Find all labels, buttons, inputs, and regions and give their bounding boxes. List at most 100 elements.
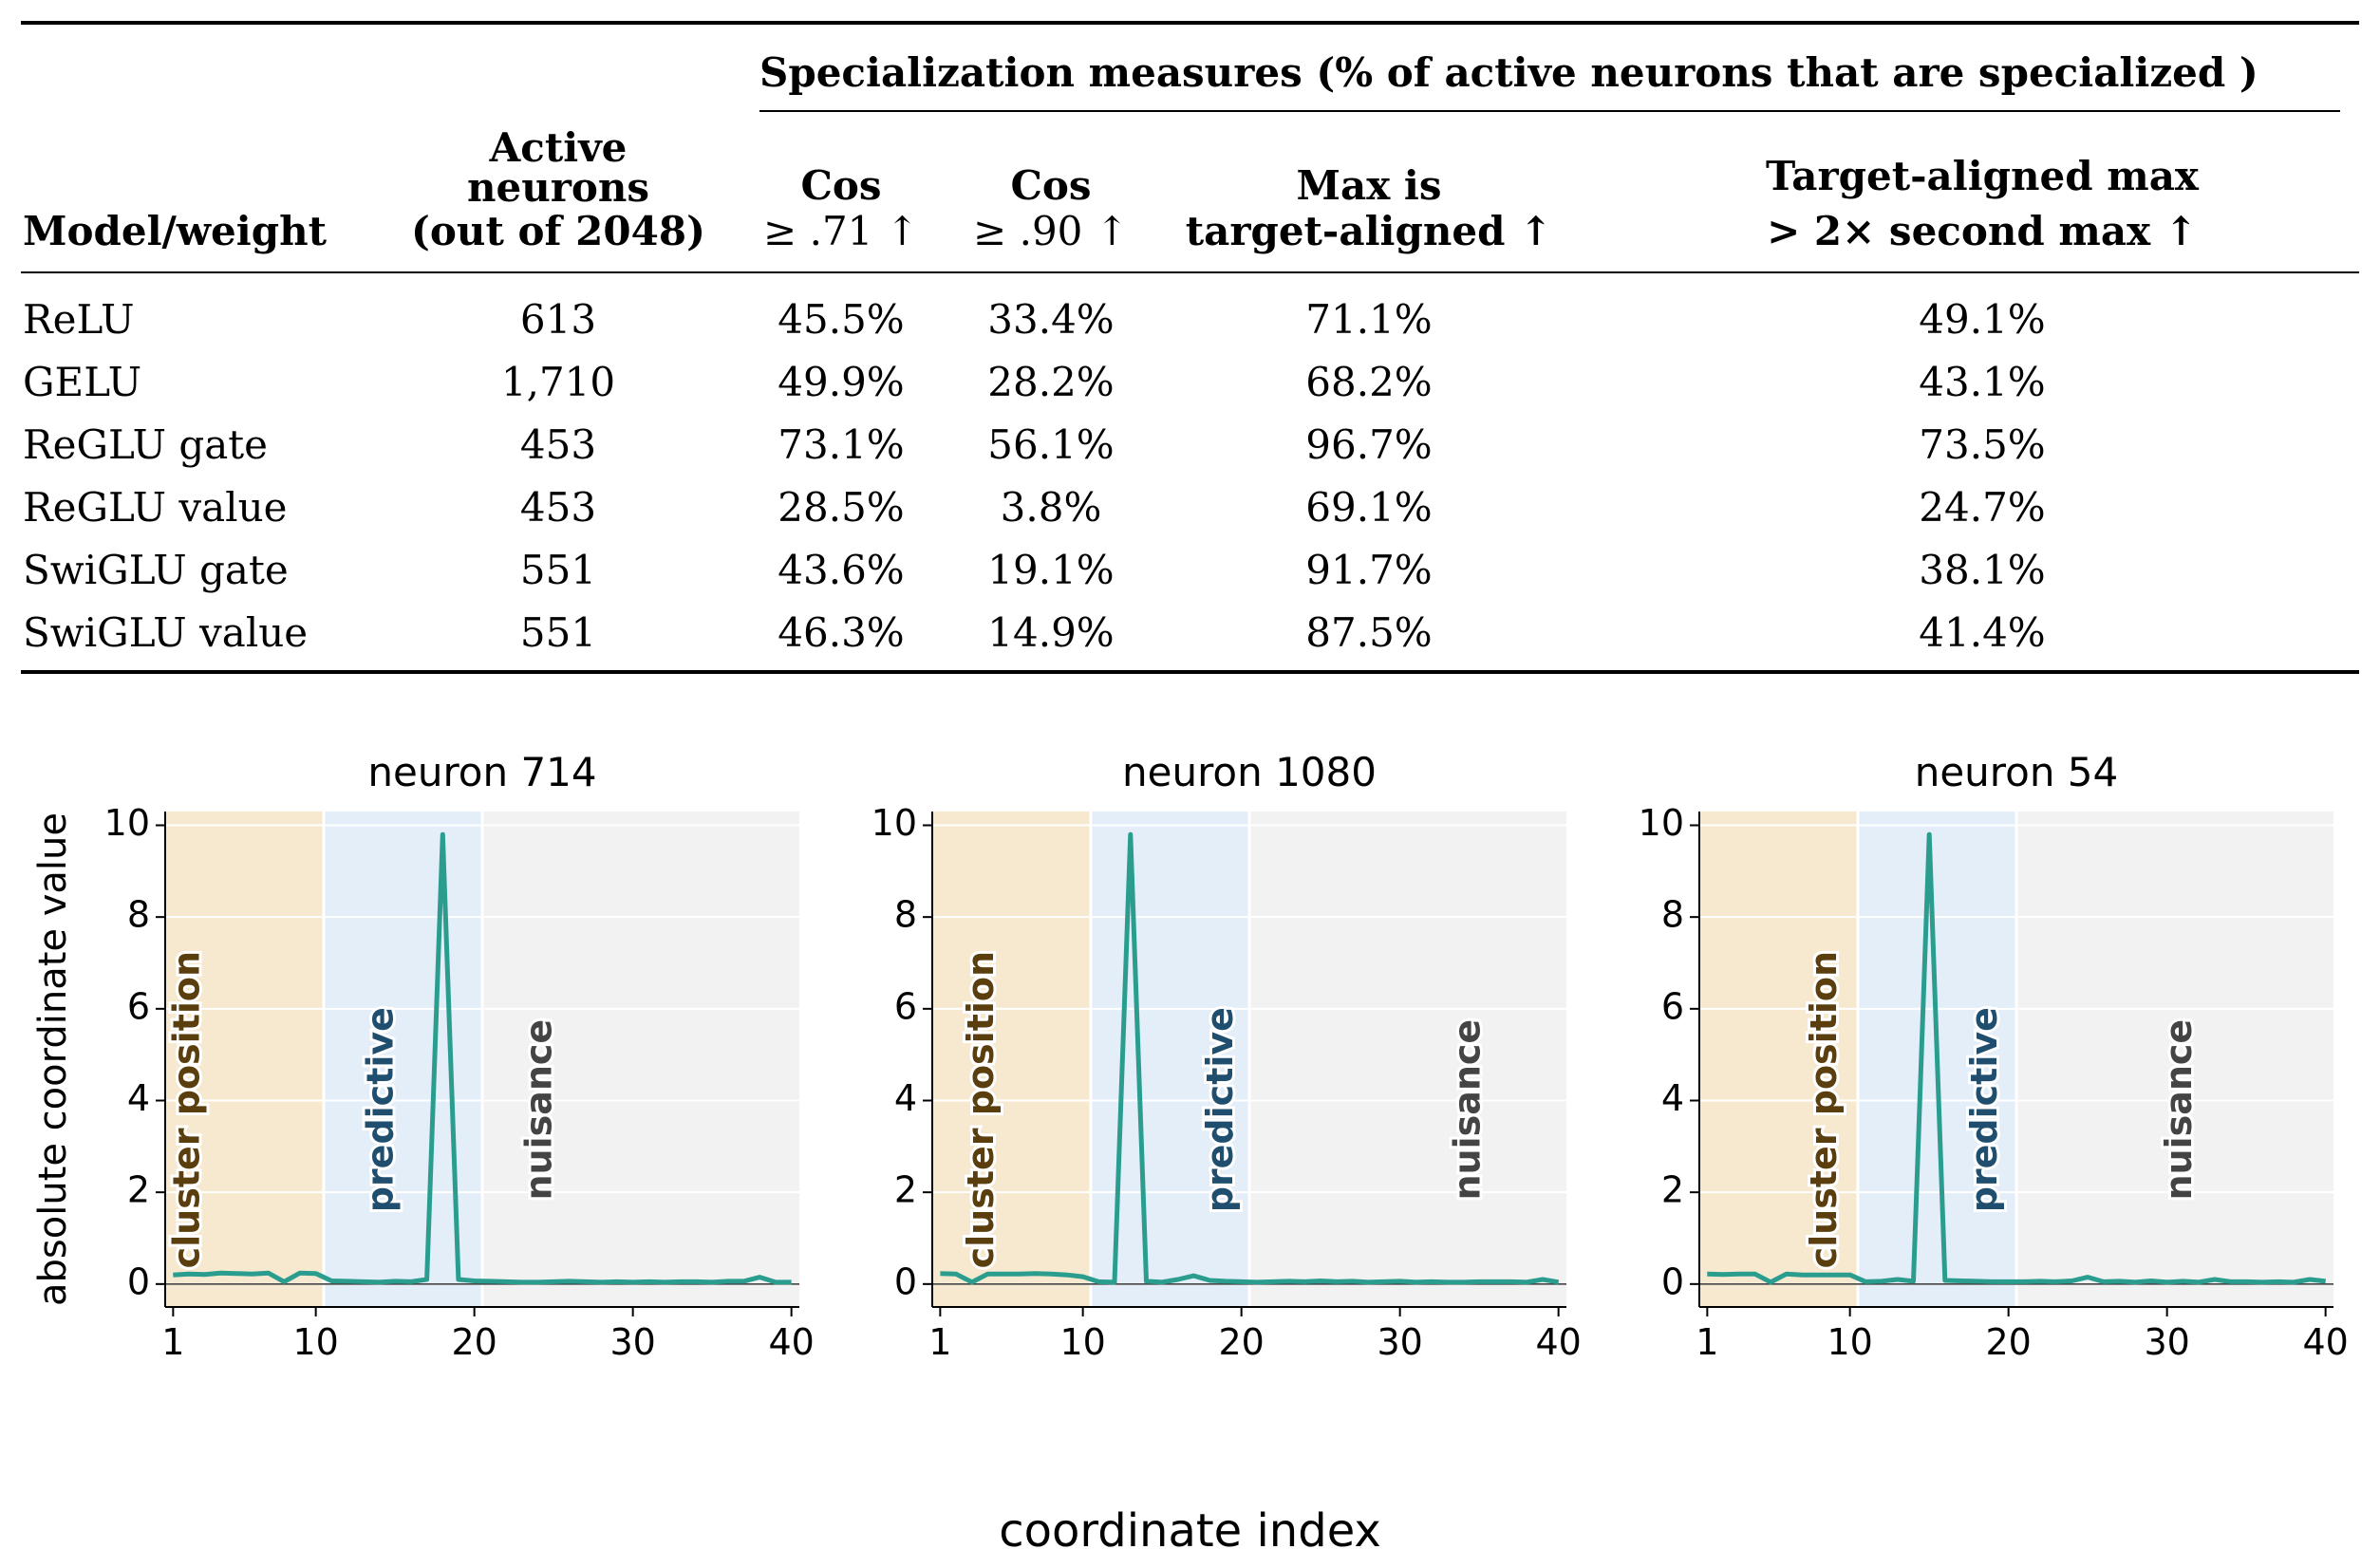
y-tick-label: 10 xyxy=(871,802,917,844)
region-label: predictive xyxy=(359,1007,401,1212)
col-header-cos90-line2: ≥ .90 ↑ xyxy=(973,208,1129,254)
table-cell: 14.9% xyxy=(987,609,1115,656)
x-tick-label: 1 xyxy=(928,1321,951,1363)
table-cell: 56.1% xyxy=(987,421,1115,468)
x-tick-label: 1 xyxy=(161,1321,184,1363)
y-tick-label: 8 xyxy=(127,894,150,936)
y-tick-label: 2 xyxy=(127,1169,150,1211)
row-label: GELU xyxy=(23,359,142,405)
row-label: ReGLU value xyxy=(23,484,288,531)
series-line xyxy=(1707,831,2326,1285)
region-band xyxy=(1249,812,1566,1307)
y-tick-label: 0 xyxy=(894,1260,917,1302)
x-tick-label: 10 xyxy=(1827,1321,1872,1363)
table-cell: 45.5% xyxy=(778,296,905,343)
col-header-max-line1: Max is xyxy=(1296,162,1442,209)
col-header-target-line1: Target-aligned max xyxy=(1766,153,2199,199)
x-tick-label: 40 xyxy=(1535,1321,1581,1363)
region-label: cluster position xyxy=(1803,951,1845,1268)
y-tick-label: 8 xyxy=(1661,894,1684,936)
x-tick-label: 1 xyxy=(1696,1321,1718,1363)
row-label: SwiGLU value xyxy=(23,609,309,656)
region-label: predictive xyxy=(1963,1007,2005,1212)
chart-panel-3: cluster position predictive nuisance 0 2 4 6 8 1… xyxy=(1639,749,2349,1363)
x-tick-label: 20 xyxy=(451,1321,497,1363)
table-cell: 38.1% xyxy=(1919,547,2046,593)
series-line xyxy=(173,831,792,1285)
x-tick-label: 30 xyxy=(1377,1321,1422,1363)
table-cell: 453 xyxy=(519,421,597,468)
y-axis-label: absolute coordinate value xyxy=(31,812,75,1306)
x-tick-label: 10 xyxy=(292,1321,338,1363)
table-cell: 3.8% xyxy=(1000,484,1102,531)
col-header-active-line2: neurons xyxy=(466,164,650,211)
col-header-target-line2: > 2× second max ↑ xyxy=(1767,208,2198,254)
table-cell: 69.1% xyxy=(1305,484,1433,531)
table-cell: 43.6% xyxy=(778,547,905,593)
x-tick-label: 30 xyxy=(2144,1321,2189,1363)
table-cell: 68.2% xyxy=(1305,359,1433,405)
region-label: cluster position xyxy=(960,951,1002,1268)
y-tick-label: 6 xyxy=(127,985,150,1027)
region-band xyxy=(2016,812,2333,1307)
table-cell: 28.2% xyxy=(987,359,1115,405)
y-tick-label: 6 xyxy=(894,985,917,1027)
col-header-active-line3: (out of 2048) xyxy=(411,208,705,254)
table-cell: 73.1% xyxy=(778,421,905,468)
table-group-header: Specialization measures (% of active neu… xyxy=(759,49,2258,96)
region-band xyxy=(1699,812,1858,1307)
chart-title: neuron 1080 xyxy=(1122,749,1377,795)
chart-panel-2: cluster position predictive nuisance 0 2 4 6 8 1… xyxy=(871,749,1582,1363)
chart-title: neuron 714 xyxy=(367,749,596,795)
col-header-model: Model/weight xyxy=(23,208,328,254)
table-cell: 24.7% xyxy=(1919,484,2046,531)
x-tick-label: 20 xyxy=(1218,1321,1264,1363)
region-label: predictive xyxy=(1199,1007,1241,1212)
y-tick-label: 4 xyxy=(1661,1077,1684,1119)
table-cell: 96.7% xyxy=(1305,421,1433,468)
table-cell: 453 xyxy=(519,484,597,531)
region-band xyxy=(932,812,1091,1307)
col-header-active-line1: Active xyxy=(489,124,628,171)
region-band xyxy=(482,812,799,1307)
x-tick-label: 30 xyxy=(609,1321,655,1363)
region-label: cluster position xyxy=(166,951,208,1268)
table-cell: 46.3% xyxy=(778,609,905,656)
y-tick-label: 10 xyxy=(1639,802,1684,844)
x-tick-label: 40 xyxy=(768,1321,814,1363)
y-tick-label: 0 xyxy=(127,1260,150,1302)
table-cell: 43.1% xyxy=(1919,359,2046,405)
shared-x-axis-label: coordinate index xyxy=(999,1504,1381,1558)
row-label: SwiGLU gate xyxy=(23,547,289,593)
table-cell: 1,710 xyxy=(500,359,616,405)
chart-panel-1: cluster position predictive nuisance 0 2 4 6 8 1… xyxy=(31,749,815,1363)
y-tick-label: 4 xyxy=(127,1077,150,1119)
y-tick-label: 2 xyxy=(1661,1169,1684,1211)
x-tick-label: 40 xyxy=(2302,1321,2348,1363)
col-header-cos71-line1: Cos xyxy=(800,162,882,209)
y-tick-label: 8 xyxy=(894,894,917,936)
region-label: nuisance xyxy=(1447,1019,1489,1201)
y-tick-label: 0 xyxy=(1661,1260,1684,1302)
y-tick-label: 10 xyxy=(104,802,150,844)
table-cell: 71.1% xyxy=(1305,296,1433,343)
y-tick-label: 4 xyxy=(894,1077,917,1119)
x-tick-label: 20 xyxy=(1985,1321,2031,1363)
table-cell: 551 xyxy=(519,547,597,593)
y-tick-label: 6 xyxy=(1661,985,1684,1027)
table-cell: 28.5% xyxy=(778,484,905,531)
row-label: ReLU xyxy=(23,296,135,343)
table-top-rule xyxy=(21,21,2359,25)
table-cell: 41.4% xyxy=(1919,609,2046,656)
region-band xyxy=(165,812,324,1307)
table-cell: 91.7% xyxy=(1305,547,1433,593)
x-tick-label: 10 xyxy=(1059,1321,1105,1363)
group-header-underline xyxy=(759,110,2340,112)
neuron-charts: cluster position predictive nuisance 0 2 4 6 8 1… xyxy=(31,749,2349,1363)
y-tick-label: 2 xyxy=(894,1169,917,1211)
region-label: nuisance xyxy=(2158,1019,2200,1201)
region-label: nuisance xyxy=(517,1019,559,1201)
table-header-rule xyxy=(21,271,2359,273)
col-header-max-line2: target-aligned ↑ xyxy=(1185,208,1553,254)
table-bottom-rule xyxy=(21,670,2359,674)
